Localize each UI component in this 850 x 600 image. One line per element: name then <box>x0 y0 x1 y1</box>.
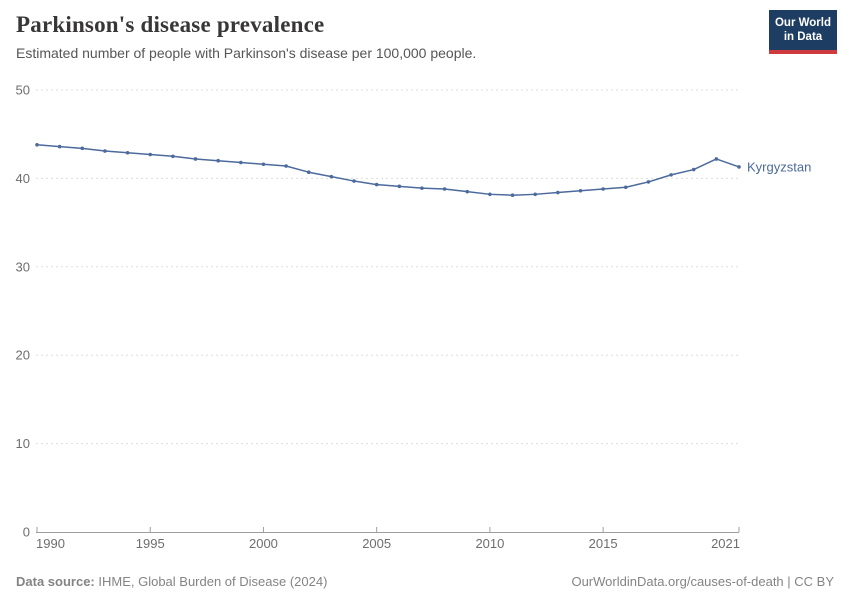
data-point <box>352 179 356 183</box>
x-tick-label: 2021 <box>711 536 740 551</box>
y-tick-label: 40 <box>16 171 30 186</box>
chart-footer: Data source: IHME, Global Burden of Dise… <box>16 574 834 589</box>
x-tick-label: 1990 <box>36 536 65 551</box>
chart-subtitle: Estimated number of people with Parkinso… <box>16 45 477 61</box>
data-source-label: Data source: <box>16 574 95 589</box>
data-point <box>488 192 492 197</box>
data-source-text: IHME, Global Burden of Disease (2024) <box>94 574 328 589</box>
owid-logo-line1: Our World <box>774 17 831 29</box>
data-point <box>374 182 379 187</box>
data-point <box>420 186 424 190</box>
data-point <box>601 187 605 191</box>
page-title: Parkinson's disease prevalence <box>16 12 325 37</box>
y-tick-label: 20 <box>16 348 30 363</box>
data-source-note: Data source: IHME, Global Burden of Dise… <box>16 574 327 589</box>
data-point <box>80 146 85 151</box>
y-tick-label: 30 <box>16 259 30 274</box>
x-tick-label: 2015 <box>589 536 618 551</box>
data-point <box>216 158 220 163</box>
data-point <box>284 164 288 168</box>
data-point <box>57 144 62 149</box>
series-line-kyrgyzstan <box>36 144 740 196</box>
data-point <box>35 143 39 147</box>
data-point <box>125 150 130 155</box>
data-point <box>465 189 470 194</box>
chart-header: Parkinson's disease prevalence Estimated… <box>16 12 750 61</box>
data-point <box>261 162 266 167</box>
y-tick-label: 0 <box>23 525 30 540</box>
y-tick-label: 50 <box>16 83 30 98</box>
x-tick-label: 2010 <box>475 536 504 551</box>
series-label[interactable]: Kyrgyzstan <box>747 159 811 174</box>
data-point <box>737 165 741 169</box>
data-point <box>510 193 515 197</box>
data-point <box>533 192 537 197</box>
y-tick-label: 10 <box>16 436 30 451</box>
data-point <box>556 190 560 195</box>
data-point <box>623 185 628 190</box>
data-point <box>103 149 107 153</box>
owid-logo-line2: in Data <box>783 31 823 44</box>
data-point <box>578 188 583 193</box>
x-tick-label: 2005 <box>362 536 391 551</box>
data-point <box>691 167 696 172</box>
data-point <box>442 187 447 191</box>
data-point <box>148 152 153 157</box>
data-point <box>239 160 243 165</box>
data-point <box>329 174 334 179</box>
owid-logo: Our World in Data <box>769 10 837 54</box>
data-point <box>669 173 673 177</box>
data-point <box>397 184 402 189</box>
x-tick-label: 2000 <box>249 536 278 551</box>
x-tick-label: 1995 <box>136 536 165 551</box>
data-point <box>306 170 311 175</box>
data-point <box>171 154 175 159</box>
rights-link[interactable]: OurWorldinData.org/causes-of-death | CC … <box>571 574 834 589</box>
data-point <box>714 157 719 161</box>
data-point <box>646 180 651 184</box>
data-point <box>193 157 198 161</box>
